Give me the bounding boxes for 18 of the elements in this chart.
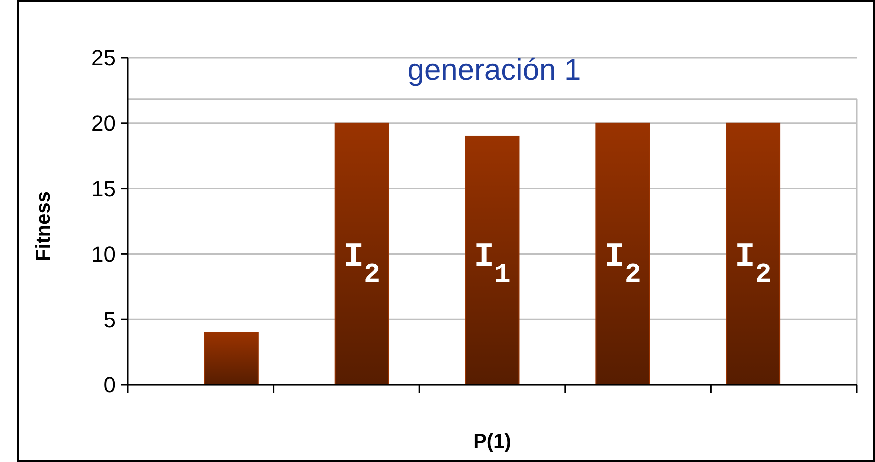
y-tick-label: 10 <box>92 242 116 267</box>
y-axis-title: Fitness <box>33 191 55 262</box>
bar <box>465 136 520 386</box>
chart-title: generación 1 <box>408 54 582 87</box>
annotation: I$_{1}$ <box>474 239 511 291</box>
bar <box>596 122 650 386</box>
y-tick-label: 25 <box>92 46 116 71</box>
bar <box>726 122 781 386</box>
bar <box>204 332 259 386</box>
x-axis-title: P(1) <box>474 431 512 453</box>
annotation: I$_{2}$ <box>604 239 642 291</box>
y-tick-label: 15 <box>92 176 116 202</box>
y-tick-label: 0 <box>104 372 116 398</box>
annotation: I$_{2}$ <box>344 239 380 291</box>
annotation: I$_{2}$ <box>734 239 772 291</box>
y-tick-label: 5 <box>104 307 116 332</box>
bar <box>334 122 390 386</box>
y-tick-label: 20 <box>92 111 116 136</box>
